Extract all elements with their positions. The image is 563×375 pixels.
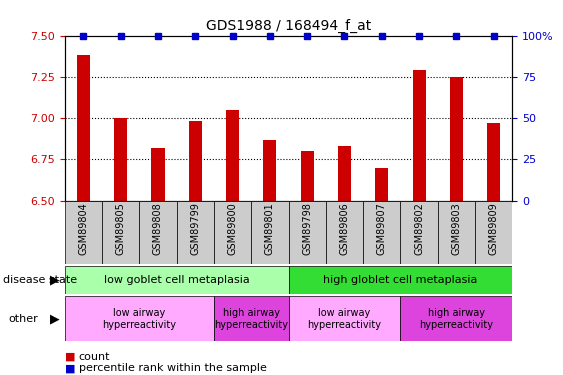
Bar [65, 266, 289, 294]
Bar [475, 201, 512, 264]
Bar [102, 201, 139, 264]
Bar [114, 118, 127, 201]
Bar [326, 201, 363, 264]
Bar [413, 70, 426, 201]
Text: GSM89803: GSM89803 [452, 202, 462, 255]
Text: ▶: ▶ [50, 312, 60, 325]
Bar [251, 201, 288, 264]
Text: low airway
hyperreactivity: low airway hyperreactivity [307, 308, 382, 330]
Text: GSM89807: GSM89807 [377, 202, 387, 255]
Text: GSM89808: GSM89808 [153, 202, 163, 255]
Bar [400, 201, 438, 264]
Bar [363, 201, 400, 264]
Text: GSM89800: GSM89800 [227, 202, 238, 255]
Text: GSM89798: GSM89798 [302, 202, 312, 255]
Bar [214, 296, 289, 341]
Bar [301, 151, 314, 201]
Text: GSM89804: GSM89804 [78, 202, 88, 255]
Text: GSM89799: GSM89799 [190, 202, 200, 255]
Bar [263, 140, 276, 201]
Bar [140, 201, 177, 264]
Bar [151, 148, 164, 201]
Text: GSM89806: GSM89806 [339, 202, 350, 255]
Bar [65, 201, 102, 264]
Bar [289, 266, 512, 294]
Text: high airway
hyperreactivity: high airway hyperreactivity [419, 308, 493, 330]
Bar [450, 77, 463, 201]
Bar [338, 146, 351, 201]
Bar [226, 110, 239, 201]
Text: GSM89801: GSM89801 [265, 202, 275, 255]
Bar [65, 296, 214, 341]
Text: ■: ■ [65, 352, 75, 362]
Text: disease state: disease state [3, 275, 77, 285]
Text: GSM89809: GSM89809 [489, 202, 499, 255]
Text: count: count [79, 352, 110, 362]
Bar [438, 201, 475, 264]
Text: GSM89802: GSM89802 [414, 202, 424, 255]
Text: GSM89805: GSM89805 [115, 202, 126, 255]
Text: low goblet cell metaplasia: low goblet cell metaplasia [104, 275, 249, 285]
Bar [189, 122, 202, 201]
Bar [289, 296, 400, 341]
Bar [77, 56, 90, 201]
Bar [214, 201, 251, 264]
Bar [289, 201, 326, 264]
Text: high globlet cell metaplasia: high globlet cell metaplasia [323, 275, 477, 285]
Text: other: other [8, 314, 38, 324]
Title: GDS1988 / 168494_f_at: GDS1988 / 168494_f_at [206, 19, 371, 33]
Text: high airway
hyperreactivity: high airway hyperreactivity [215, 308, 288, 330]
Text: ■: ■ [65, 363, 75, 373]
Bar [400, 296, 512, 341]
Text: percentile rank within the sample: percentile rank within the sample [79, 363, 267, 373]
Text: low airway
hyperreactivity: low airway hyperreactivity [102, 308, 176, 330]
Bar [487, 123, 500, 201]
Text: ▶: ▶ [50, 274, 60, 287]
Bar [376, 168, 388, 201]
Bar [177, 201, 214, 264]
